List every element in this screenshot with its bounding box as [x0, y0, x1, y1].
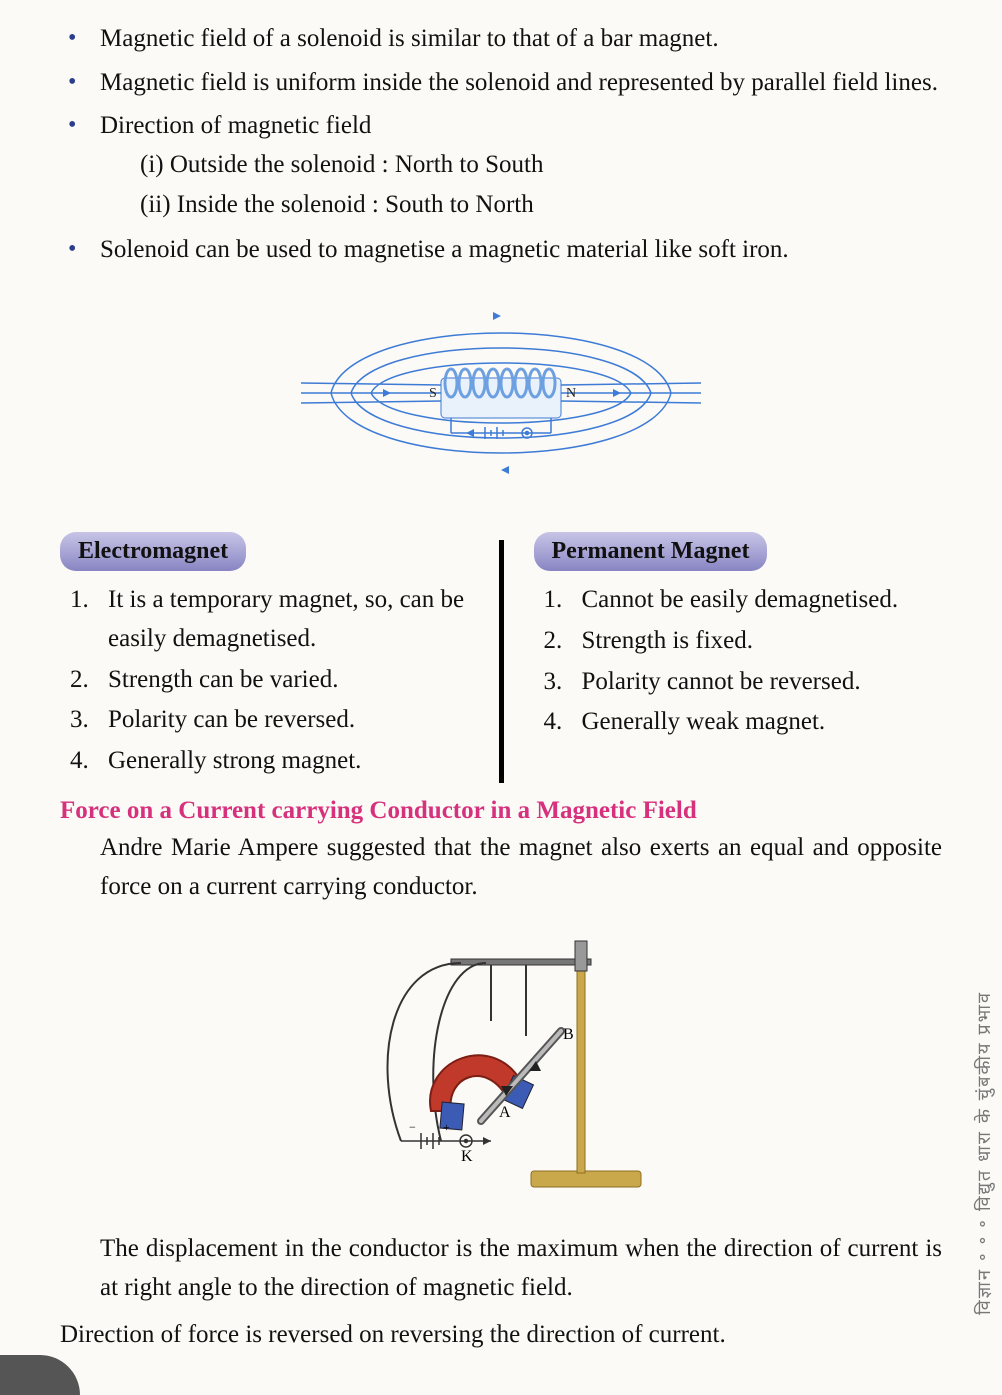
section-heading: Force on a Current carrying Conductor in…	[60, 797, 942, 825]
column-divider	[499, 540, 504, 783]
label-s: S	[429, 386, 437, 401]
list-item: 4.Generally strong magnet.	[70, 742, 469, 781]
bullet-item: Direction of magnetic field (i) Outside …	[60, 107, 942, 225]
list-item: 2.Strength can be varied.	[70, 661, 469, 700]
bullet-item: Magnetic field is uniform inside the sol…	[60, 64, 942, 102]
bullet-item: Solenoid can be used to magnetise a magn…	[60, 231, 942, 269]
sub-item: (i) Outside the solenoid : North to Sout…	[100, 145, 942, 185]
solenoid-diagram: S N	[291, 283, 711, 503]
page: Magnetic field of a solenoid is similar …	[0, 0, 1002, 1395]
numbered-list: 1.It is a temporary magnet, so, can be e…	[60, 581, 469, 781]
list-item: 1.Cannot be easily demagnetised.	[544, 581, 943, 620]
figure-solenoid: S N	[60, 283, 942, 508]
comparison-columns: Electromagnet 1.It is a temporary magnet…	[60, 532, 942, 783]
pill-heading: Permanent Magnet	[534, 532, 768, 571]
sidebar-vertical-text: विज्ञान ॰ ॰ ॰ विद्युत धारा के चुंबकीय प्…	[972, 991, 996, 1315]
pill-heading: Electromagnet	[60, 532, 246, 571]
list-item: 4.Generally weak magnet.	[544, 703, 943, 742]
svg-text:−: −	[409, 1120, 416, 1134]
bullet-text: Direction of magnetic field	[100, 112, 371, 139]
sub-item: (ii) Inside the solenoid : South to Nort…	[100, 185, 942, 225]
label-k: K	[461, 1148, 473, 1165]
bullet-item: Magnetic field of a solenoid is similar …	[60, 20, 942, 58]
svg-text:+: +	[443, 1120, 450, 1134]
list-item: 3.Polarity cannot be reversed.	[544, 663, 943, 702]
column-electromagnet: Electromagnet 1.It is a temporary magnet…	[60, 532, 469, 783]
label-b: B	[563, 1026, 574, 1043]
paragraph: Direction of force is reversed on revers…	[60, 1316, 942, 1355]
list-item: 1.It is a temporary magnet, so, can be e…	[70, 581, 469, 659]
label-a: A	[499, 1104, 511, 1121]
label-n: N	[566, 386, 576, 401]
conductor-diagram: A B − + K	[331, 921, 671, 1201]
figure-conductor: A B − + K	[60, 921, 942, 1206]
paragraph: Andre Marie Ampere suggested that the ma…	[60, 829, 942, 907]
list-item: 2.Strength is fixed.	[544, 622, 943, 661]
list-item: 3.Polarity can be reversed.	[70, 701, 469, 740]
bullet-list: Magnetic field of a solenoid is similar …	[60, 20, 942, 268]
numbered-list: 1.Cannot be easily demagnetised. 2.Stren…	[534, 581, 943, 742]
column-permanent: Permanent Magnet 1.Cannot be easily dema…	[534, 532, 943, 783]
paragraph: The displacement in the conductor is the…	[60, 1230, 942, 1308]
page-corner	[0, 1355, 80, 1395]
